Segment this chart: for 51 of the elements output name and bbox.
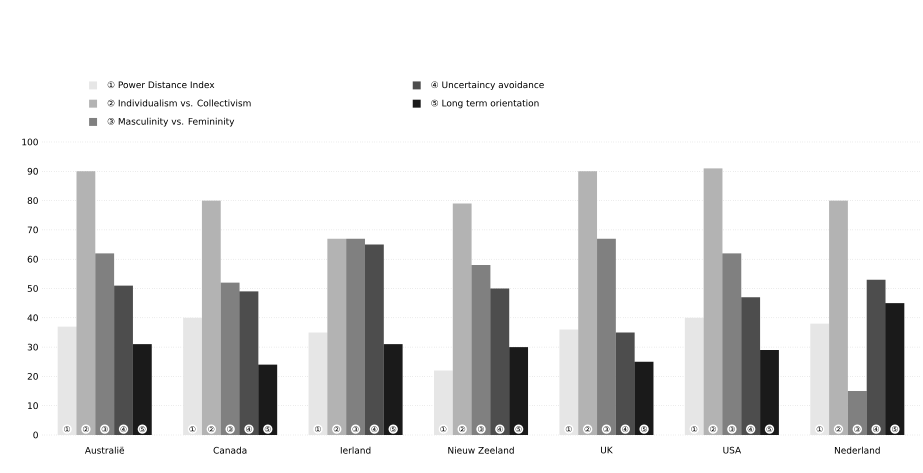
bar: [452, 204, 472, 435]
bar: [202, 200, 221, 435]
y-tick-label: 60: [28, 256, 38, 263]
bar: [509, 347, 528, 435]
y-tick-label: 70: [28, 226, 38, 234]
bar: [364, 244, 384, 435]
bar: [810, 324, 830, 435]
y-tick-label: 30: [28, 344, 38, 350]
bar: [634, 362, 654, 435]
bar: [886, 303, 904, 435]
bar: [327, 238, 346, 435]
bar: [760, 350, 779, 435]
y-tick-label: 100: [22, 138, 38, 146]
bar: [704, 168, 722, 435]
y-tick-label: 80: [28, 197, 38, 204]
bar: [741, 297, 760, 435]
legend-label: ① Power Distance Index: [108, 81, 214, 88]
bar: [132, 344, 152, 435]
bar: [258, 364, 278, 435]
bar: [616, 332, 635, 435]
x-tick-label: Nieuw Zeeland: [448, 446, 514, 454]
x-tick-label: UK: [600, 446, 613, 454]
bar: [866, 280, 886, 435]
y-tick-label: 90: [28, 168, 38, 175]
x-tick-label: USA: [723, 446, 742, 454]
legend-label: ② Individualism vs. Collectivism: [108, 100, 251, 106]
y-tick-label: 20: [28, 373, 38, 380]
bar: [684, 318, 704, 435]
bar: [434, 370, 453, 435]
legend-label: ③ Masculinity vs. Femininity: [108, 118, 234, 126]
y-tick-label: 10: [28, 402, 38, 410]
bar: [240, 291, 258, 435]
legend-label: ⑤ Long term orientation: [431, 100, 539, 108]
y-tick-label: 50: [28, 285, 38, 292]
bar: [58, 326, 76, 435]
legend-label: ④ Uncertaincy avoidance: [431, 81, 544, 90]
bar: [578, 171, 598, 435]
bar: [114, 286, 133, 435]
bar: [384, 344, 403, 435]
bar: [76, 171, 96, 435]
bar: [829, 200, 848, 435]
bar: [559, 330, 578, 435]
x-tick-label: Nederland: [834, 446, 880, 454]
bar: [183, 318, 202, 435]
y-tick-label: 40: [28, 314, 38, 322]
x-tick-label: Ierland: [340, 446, 370, 454]
x-tick-label: Australië: [84, 446, 124, 454]
bar: [308, 332, 328, 435]
x-tick-label: Canada: [214, 446, 246, 454]
bar: [490, 288, 510, 435]
y-tick-label: 0: [33, 432, 38, 438]
